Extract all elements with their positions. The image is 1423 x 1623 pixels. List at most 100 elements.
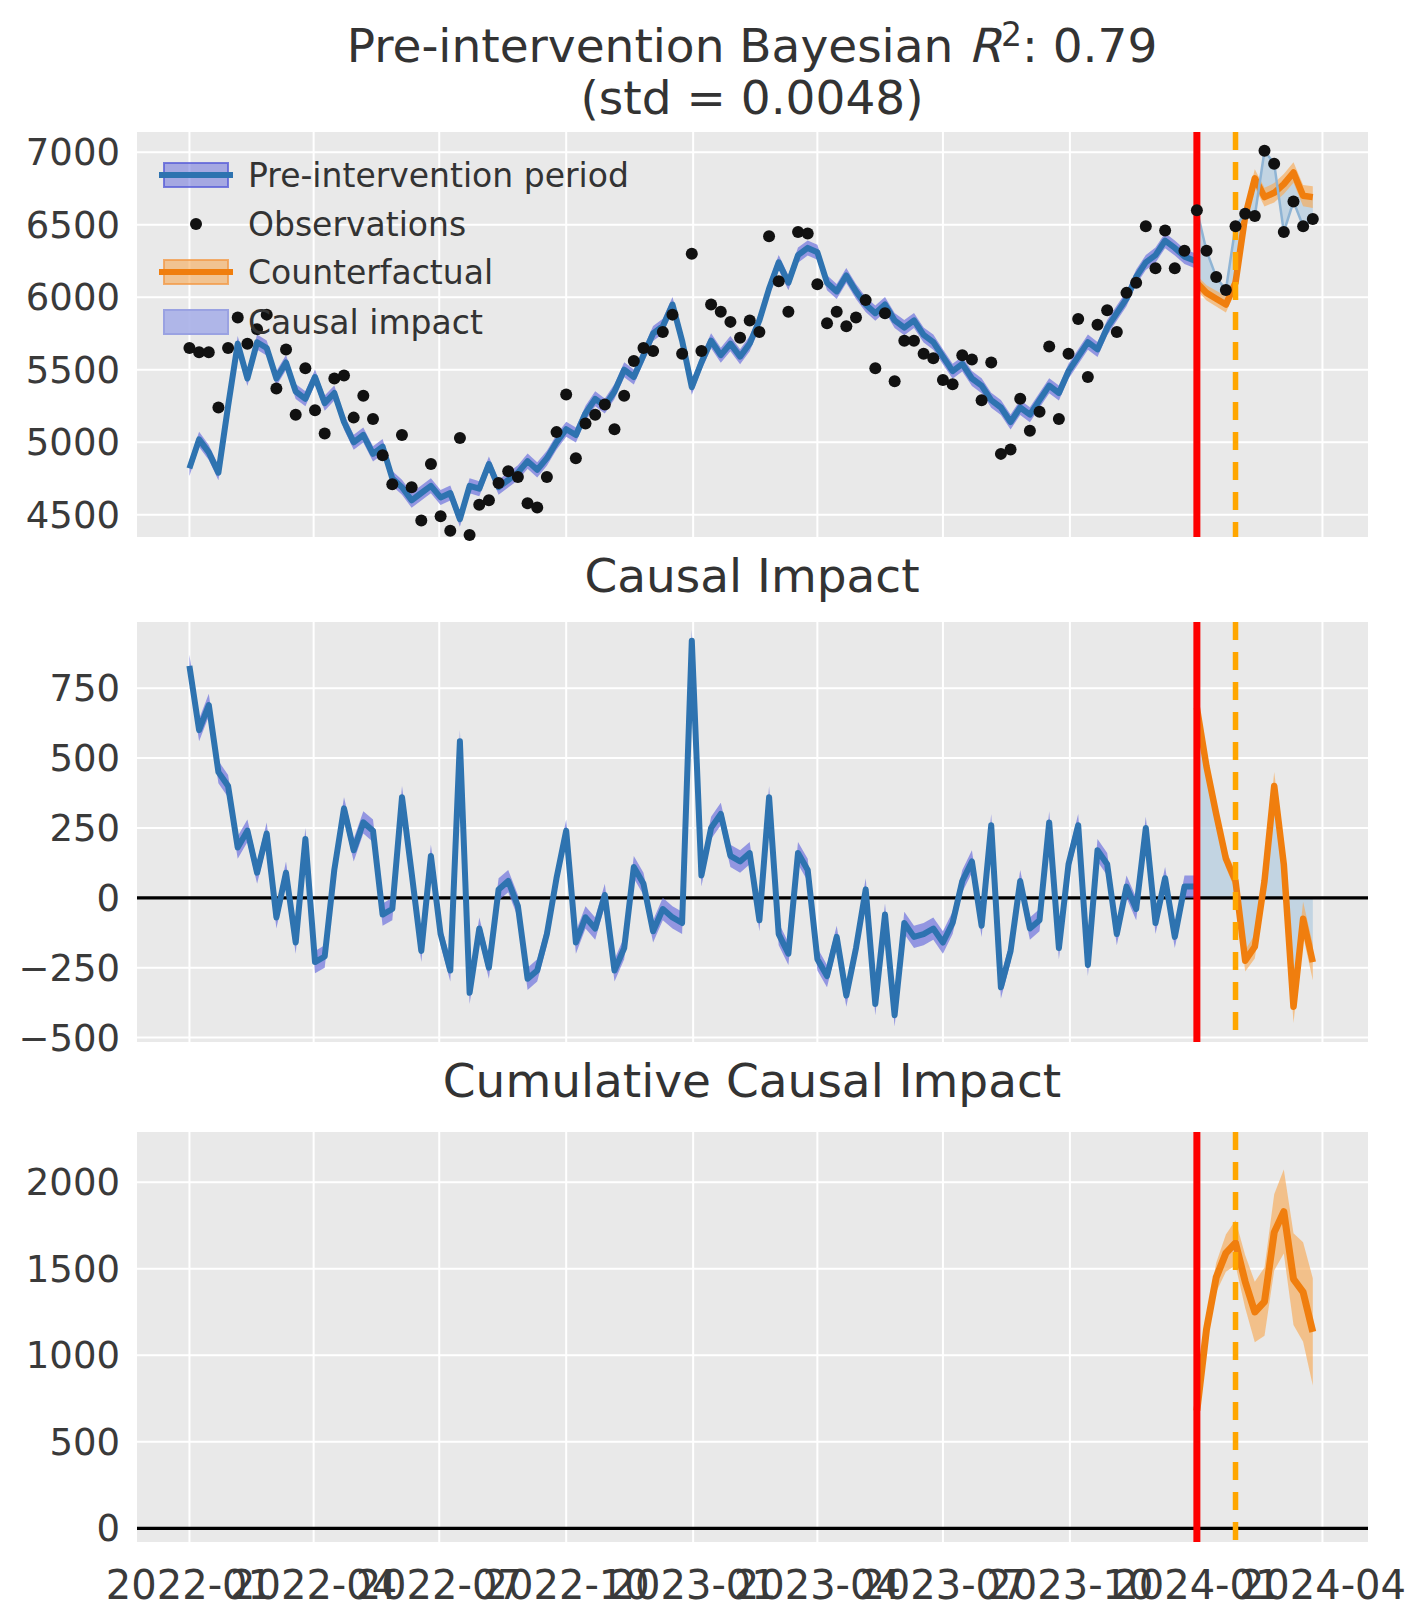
observation-point bbox=[367, 413, 379, 425]
observation-point bbox=[570, 452, 582, 464]
observation-point bbox=[618, 390, 630, 402]
observation-point bbox=[908, 335, 920, 347]
observation-point bbox=[425, 458, 437, 470]
observation-point bbox=[599, 399, 611, 411]
observation-point bbox=[270, 383, 282, 395]
observation-point bbox=[724, 316, 736, 328]
y-tick-label: 250 bbox=[49, 807, 120, 850]
observation-point bbox=[406, 481, 418, 493]
observation-point bbox=[976, 394, 988, 406]
top-plot-subtitle: (std = 0.0048) bbox=[580, 70, 923, 125]
legend-label: Observations bbox=[248, 205, 466, 244]
observation-point bbox=[290, 409, 302, 421]
observation-point bbox=[415, 515, 427, 527]
observation-point bbox=[531, 502, 543, 514]
y-tick-label: 500 bbox=[49, 737, 120, 780]
legend-label: Pre-intervention period bbox=[248, 156, 629, 195]
observation-point bbox=[222, 342, 234, 354]
observation-point bbox=[1159, 224, 1171, 236]
observation-point bbox=[782, 306, 794, 318]
xtick-labels: 2022-012022-042022-072022-102023-012023-… bbox=[106, 1562, 1406, 1608]
observation-point bbox=[1063, 348, 1075, 360]
y-tick-label: 6000 bbox=[26, 276, 120, 319]
observation-point bbox=[715, 306, 727, 318]
observation-point bbox=[483, 494, 495, 506]
legend-label: Causal impact bbox=[248, 303, 483, 342]
observation-point bbox=[493, 477, 505, 489]
observation-point bbox=[802, 227, 814, 239]
observation-point bbox=[1258, 145, 1270, 157]
observation-point bbox=[309, 404, 321, 416]
middle-background bbox=[137, 622, 1368, 1042]
y-tick-label: 5500 bbox=[26, 349, 120, 392]
bottom-ytick-labels: 0500100015002000 bbox=[26, 1161, 120, 1550]
observation-point bbox=[1014, 393, 1026, 405]
observation-point bbox=[1191, 204, 1203, 216]
observation-point bbox=[1278, 226, 1290, 238]
top-ytick-labels: 450050005500600065007000 bbox=[26, 131, 120, 537]
observation-point bbox=[454, 432, 466, 444]
observation-point bbox=[686, 248, 698, 260]
observation-point bbox=[840, 320, 852, 332]
observation-point bbox=[299, 362, 311, 374]
observation-point bbox=[1149, 262, 1161, 274]
y-tick-label: 1500 bbox=[26, 1248, 120, 1291]
observation-point bbox=[560, 388, 572, 400]
observation-point bbox=[232, 312, 244, 324]
y-tick-label: 0 bbox=[96, 1507, 120, 1550]
observation-point bbox=[647, 345, 659, 357]
observation-point bbox=[464, 529, 476, 541]
observation-point bbox=[734, 332, 746, 344]
plot-observed-vs-model: 450050005500600065007000 bbox=[26, 131, 1368, 541]
observation-point bbox=[280, 343, 292, 355]
observation-point bbox=[821, 317, 833, 329]
observation-point bbox=[1082, 371, 1094, 383]
observation-point bbox=[377, 449, 389, 461]
observation-point bbox=[1297, 220, 1309, 232]
observation-point bbox=[319, 428, 331, 440]
observation-point bbox=[666, 309, 678, 321]
legend-label: Counterfactual bbox=[248, 253, 493, 292]
observation-point bbox=[1307, 213, 1319, 225]
y-tick-label: 5000 bbox=[26, 421, 120, 464]
observation-point bbox=[966, 354, 978, 366]
observation-point bbox=[850, 312, 862, 324]
y-tick-label: −500 bbox=[18, 1017, 120, 1060]
observation-point bbox=[1072, 313, 1084, 325]
plot-cumulative-causal-impact: 05001000150020002022-012022-042022-07202… bbox=[26, 1132, 1406, 1608]
observation-point bbox=[608, 423, 620, 435]
bottom-plot-title: Cumulative Causal Impact bbox=[443, 1053, 1061, 1108]
observation-point bbox=[985, 356, 997, 368]
observation-point bbox=[1268, 158, 1280, 170]
observation-point bbox=[338, 370, 350, 382]
plot-causal-impact: −500−2500250500750 bbox=[18, 622, 1368, 1060]
observation-point bbox=[1178, 245, 1190, 257]
observation-point bbox=[444, 525, 456, 537]
observation-point bbox=[1034, 406, 1046, 418]
observation-point bbox=[396, 429, 408, 441]
observation-point bbox=[386, 478, 398, 490]
y-tick-label: 4500 bbox=[26, 494, 120, 537]
observation-point bbox=[1140, 220, 1152, 232]
y-tick-label: 750 bbox=[49, 667, 120, 710]
y-tick-label: 7000 bbox=[26, 131, 120, 174]
observation-point bbox=[869, 362, 881, 374]
x-tick-label: 2024-04 bbox=[1239, 1562, 1406, 1608]
observation-point bbox=[589, 409, 601, 421]
y-tick-label: 2000 bbox=[26, 1161, 120, 1204]
observation-point bbox=[831, 306, 843, 318]
observation-point bbox=[889, 375, 901, 387]
observation-point bbox=[512, 471, 524, 483]
middle-ytick-labels: −500−2500250500750 bbox=[18, 667, 120, 1059]
observation-point bbox=[657, 326, 669, 338]
y-tick-label: 0 bbox=[96, 877, 120, 920]
observation-point bbox=[860, 294, 872, 306]
observation-point bbox=[753, 326, 765, 338]
observation-point bbox=[551, 426, 563, 438]
observation-point bbox=[1120, 287, 1132, 299]
observation-point bbox=[1101, 304, 1113, 316]
observation-point bbox=[947, 378, 959, 390]
observation-point bbox=[1169, 262, 1181, 274]
causal-impact-swatch bbox=[164, 310, 228, 334]
observation-point bbox=[1201, 245, 1213, 257]
